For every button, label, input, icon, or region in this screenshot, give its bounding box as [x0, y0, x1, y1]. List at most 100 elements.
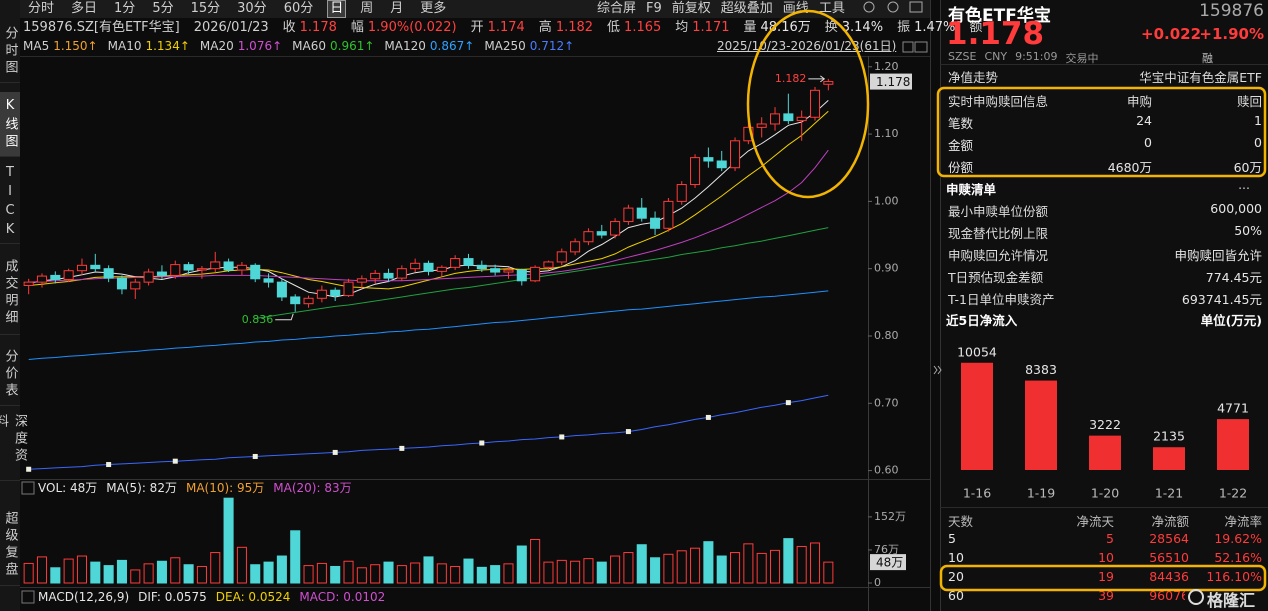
flow-bar: [1153, 447, 1185, 470]
quote-label: 额: [969, 20, 983, 35]
tab[interactable]: 5分: [152, 1, 174, 16]
help-button: [21, 590, 35, 604]
watermark: 格隆汇: [1185, 587, 1260, 611]
tab[interactable]: 30分: [237, 1, 267, 16]
candle-body: [556, 251, 567, 263]
candle-body: [276, 281, 287, 298]
side-tab[interactable]: 深度资料: [0, 414, 27, 481]
ma-name: MA20: [199, 39, 234, 53]
flow-table-cell: 52.16%: [1214, 550, 1262, 565]
ma-value: 1.150↑: [53, 39, 98, 53]
tab[interactable]: 日: [327, 0, 347, 18]
tab[interactable]: 1分: [114, 1, 136, 16]
candle-body: [423, 262, 434, 272]
table-cell: 金额: [948, 138, 974, 153]
volume-bar: [36, 556, 48, 584]
window-icon: [909, 1, 923, 13]
volume-bar: [90, 561, 101, 584]
tab[interactable]: 60分: [283, 1, 314, 16]
tool[interactable]: 画线: [782, 1, 809, 16]
candle-body: [743, 126, 754, 142]
ma-dot: [106, 462, 112, 468]
meta-exchange: SZSE: [948, 50, 977, 63]
volume-bar: [703, 541, 714, 584]
candle-body: [570, 241, 581, 253]
candle-body: [716, 160, 727, 169]
tab[interactable]: 更多: [420, 1, 447, 16]
volume-bar: [783, 538, 794, 584]
quote-label: 均: [675, 20, 689, 35]
candle-body: [530, 266, 541, 282]
volume-legend-item: MA(20): 83万: [273, 481, 352, 495]
side-tab[interactable]: 分时图: [0, 20, 20, 83]
table-header: 赎回: [1236, 94, 1262, 109]
flow-table-header: 天数: [948, 514, 974, 529]
side-tab[interactable]: 超级复盘: [0, 505, 20, 586]
ma-dot: [705, 414, 711, 420]
tab[interactable]: 15分: [190, 1, 221, 16]
tool[interactable]: 综合屏: [597, 1, 637, 16]
side-tab[interactable]: K线图: [0, 92, 20, 157]
flow-value: 3222: [1089, 417, 1121, 432]
side-tab[interactable]: TICK: [0, 163, 20, 244]
tab[interactable]: 多日: [71, 1, 98, 16]
volume-legend-item: VOL: 48万: [38, 481, 98, 495]
y-tick-label: 0.90: [874, 262, 899, 275]
y-tick-label: 76万: [874, 543, 899, 556]
volume-bar: [196, 565, 207, 584]
flow-bar: [1025, 380, 1057, 470]
volume-bar: [156, 560, 167, 584]
volume-bar: [290, 530, 301, 584]
flow-value: 10054: [957, 344, 997, 359]
side-tab[interactable]: 成交明细: [0, 252, 20, 335]
list-value: 600,000: [1210, 201, 1262, 216]
meta-currency: CNY: [984, 50, 1008, 63]
y-tick-label: 0.80: [874, 329, 899, 342]
tool[interactable]: F9: [646, 1, 662, 16]
quote-field: 换 3.14%: [825, 19, 883, 37]
y-tick-label: 0.70: [874, 396, 899, 409]
tab-bar: 分时 多日 1分 5分 15分 30分 60分日周 月 更多: [25, 0, 449, 18]
flow-table-cell: 10: [948, 550, 964, 565]
candle-body: [303, 297, 314, 305]
ma-item: MA60 0.961↑: [292, 38, 374, 55]
flow-value: 4771: [1217, 401, 1249, 416]
volume-bar: [716, 555, 727, 584]
nav-trend: 净值走势: [948, 70, 999, 85]
quote-value: 1.182: [555, 20, 594, 35]
table-cell: 60万: [1233, 160, 1262, 175]
quote-field: 均 1.171: [675, 19, 729, 37]
stock-price: 1.178: [946, 16, 1045, 52]
side-tab[interactable]: 分价表: [0, 343, 20, 406]
table-cell: 24: [1136, 113, 1152, 128]
ma-dot: [332, 449, 338, 455]
flow-bar: [1089, 435, 1121, 470]
flow-category: 1-19: [1027, 486, 1055, 501]
volume-bar: [690, 547, 701, 584]
candle-body: [156, 271, 167, 276]
ma-value: 1.134↑: [145, 39, 190, 53]
tab[interactable]: 分时: [28, 1, 55, 16]
tool[interactable]: 工具: [818, 1, 845, 16]
macd-legend-item: DIF: 0.0575: [138, 590, 207, 604]
tool[interactable]: 前复权: [671, 1, 711, 16]
quote-field: 开 1.174: [471, 19, 525, 37]
tab[interactable]: 周: [360, 1, 374, 16]
tool[interactable]: 超级叠加: [720, 1, 773, 16]
volume-bar: [170, 557, 181, 584]
flow-category: 1-16: [963, 486, 991, 501]
quote-field: 额: [969, 19, 982, 37]
candle-body: [116, 277, 127, 290]
quote-label: 高: [538, 20, 552, 35]
volume-bar: [76, 555, 88, 584]
macd-legend-item: DEA: 0.0524: [215, 590, 291, 604]
quote-code: 159876.SZ[有色ETF华宝]: [23, 20, 180, 35]
volume-bar: [423, 556, 434, 584]
flow-table-cell: 96076: [1149, 588, 1189, 603]
flow-table-cell: 5: [948, 531, 956, 546]
tab[interactable]: 月: [390, 1, 404, 16]
flow-bar: [1217, 419, 1249, 470]
ma-line: [28, 394, 829, 470]
margin-tag: 融: [1202, 52, 1213, 65]
candle-body: [183, 264, 194, 271]
